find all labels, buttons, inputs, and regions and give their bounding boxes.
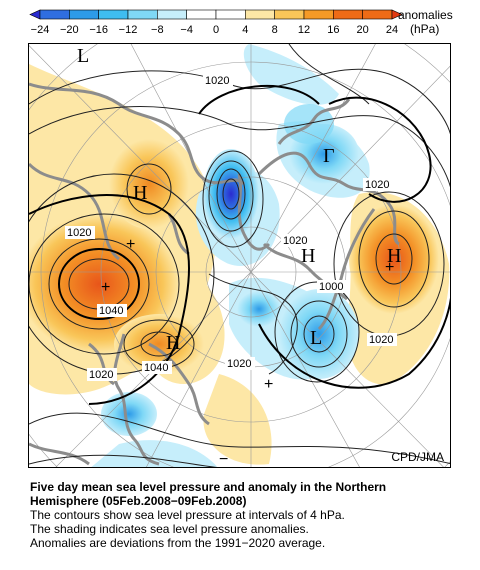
colorbar-cell <box>39 9 70 20</box>
colorbar-arrow-left <box>29 9 41 20</box>
caption-title-line1: Five day mean sea level pressure and ano… <box>30 480 387 494</box>
svg-text:1000: 1000 <box>319 281 343 293</box>
colorbar-cells <box>29 9 403 20</box>
svg-text:1020: 1020 <box>205 75 229 87</box>
high-symbol: H <box>387 245 401 267</box>
colorbar-cell <box>333 9 363 20</box>
svg-text:1040: 1040 <box>99 305 123 317</box>
colorbar-tick-label: −8 <box>151 24 164 36</box>
colorbar-tick-label: −12 <box>119 24 138 36</box>
colorbar-cell <box>186 9 217 20</box>
colorbar-cell <box>215 9 246 20</box>
plus-symbol: + <box>264 376 273 393</box>
colorbar-tick-label: 20 <box>357 24 369 36</box>
high-symbol: H <box>133 182 147 204</box>
colorbar-cell <box>98 9 129 20</box>
caption-line-contours: The contours show sea level pressure at … <box>30 508 345 522</box>
low-symbol: L <box>310 327 322 349</box>
colorbar-ticks: −24 −20 −16 −12 −8 −4 0 4 8 12 16 20 24 <box>31 24 398 36</box>
colorbar-tick-label: −20 <box>60 24 79 36</box>
map-svg: 1020 1020 1020 1040 1040 1020 1020 1020 … <box>29 44 450 468</box>
pressure-label: 1020 <box>65 226 95 239</box>
pressure-label: 1020 <box>367 333 397 346</box>
svg-text:1020: 1020 <box>369 334 393 346</box>
colorbar-tick-label: −24 <box>31 24 50 36</box>
pressure-label: 1020 <box>281 234 311 247</box>
colorbar-label: anomalies (hPa) <box>398 8 453 36</box>
colorbar-tick-label: 12 <box>298 24 310 36</box>
low-symbol: L <box>77 45 89 67</box>
high-symbol: H <box>166 332 180 354</box>
colorbar-tick-label: 8 <box>272 24 278 36</box>
plus-symbol: + <box>101 279 110 296</box>
colorbar-tick-label: 16 <box>327 24 339 36</box>
polar-map: 1020 1020 1020 1040 1040 1020 1020 1020 … <box>28 43 451 468</box>
caption-title-line2: Hemisphere (05Feb.2008−09Feb.2008) <box>30 494 247 508</box>
pressure-label: 1020 <box>363 178 393 191</box>
colorbar-svg: −24 −20 −16 −12 −8 −4 0 4 8 12 16 20 24 <box>29 9 403 36</box>
colorbar-cell <box>127 9 158 20</box>
colorbar-tick-label: 24 <box>386 24 398 36</box>
colorbar: −24 −20 −16 −12 −8 −4 0 4 8 12 16 20 24 anomalies (h… <box>0 0 480 44</box>
colorbar-tick-label: −16 <box>89 24 108 36</box>
svg-text:1040: 1040 <box>144 362 168 374</box>
svg-text:1020: 1020 <box>227 358 251 370</box>
colorbar-cell <box>157 9 187 20</box>
colorbar-label-line1: anomalies <box>398 8 453 22</box>
caption-line-anomalies: Anomalies are deviations from the 1991−2… <box>30 536 326 550</box>
colorbar-cell <box>362 9 393 20</box>
colorbar-cell <box>274 9 305 20</box>
figure-caption: Five day mean sea level pressure and ano… <box>30 480 470 550</box>
graticule <box>29 44 450 467</box>
colorbar-tick-label: 4 <box>242 24 248 36</box>
pressure-label: 1020 <box>87 368 117 381</box>
svg-text:1020: 1020 <box>89 369 113 381</box>
plus-symbol: + <box>385 259 394 276</box>
colorbar-cell <box>69 9 99 20</box>
colorbar-cell <box>303 9 334 20</box>
svg-text:1020: 1020 <box>67 227 91 239</box>
coastlines <box>29 82 400 466</box>
pressure-label: 1040 <box>142 361 172 374</box>
pressure-label: 1000 <box>317 280 347 293</box>
svg-text:1020: 1020 <box>365 179 389 191</box>
minus-symbol: − <box>219 451 228 468</box>
low-symbol: Γ <box>323 145 335 167</box>
pressure-label: 1020 <box>225 357 255 370</box>
high-symbol: H <box>301 245 315 267</box>
colorbar-tick-label: 0 <box>213 24 219 36</box>
colorbar-tick-label: −4 <box>180 24 193 36</box>
thick-isobars <box>29 84 450 405</box>
pressure-label: 1040 <box>97 304 127 317</box>
colorbar-label-line2: (hPa) <box>410 22 440 36</box>
plus-symbol: + <box>126 236 135 253</box>
pressure-label: 1020 <box>203 74 233 87</box>
caption-line-shading: The shading indicates sea level pressure… <box>30 522 309 536</box>
colorbar-arrow-right <box>391 9 403 20</box>
colorbar-cell <box>245 9 275 20</box>
svg-text:1020: 1020 <box>283 235 307 247</box>
credit-label: CPD/JMA <box>391 450 444 464</box>
